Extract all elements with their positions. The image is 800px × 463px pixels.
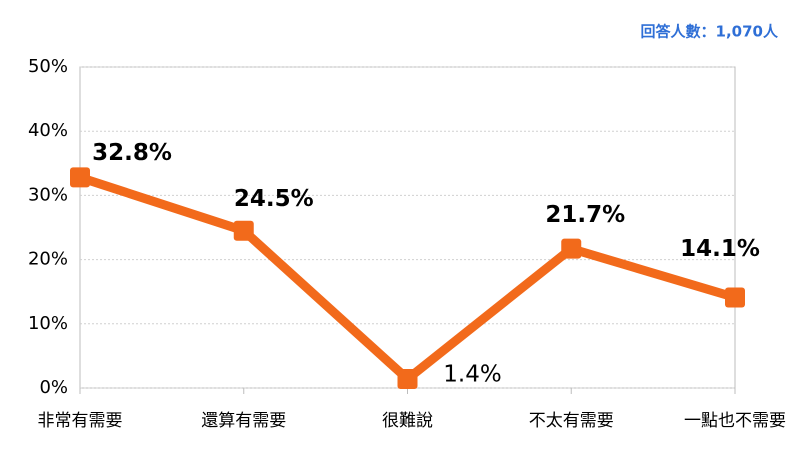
y-tick-label: 20% [28, 249, 68, 270]
x-tick-label: 一點也不需要 [684, 411, 786, 431]
marker [70, 167, 90, 188]
plot-frame [79, 66, 736, 389]
annotation: 回答人數：1,070人 [641, 23, 779, 41]
marker [725, 287, 745, 308]
marker [233, 220, 254, 241]
y-tick-label: 10% [28, 313, 68, 334]
value-label: 1.4% [443, 362, 501, 388]
marker [561, 238, 582, 259]
y-tick-label: 50% [28, 56, 68, 77]
y-tick-label: 0% [39, 377, 68, 398]
y-tick-label: 30% [28, 184, 68, 205]
line [78, 173, 737, 384]
x-tick-label: 很難說 [382, 411, 433, 431]
x-tick-label: 不太有需要 [529, 411, 614, 431]
value-label: 24.5% [234, 186, 314, 212]
value-label: 14.1% [680, 236, 760, 262]
x-tick-label: 非常有需要 [38, 411, 123, 431]
y-tick-label: 40% [28, 120, 68, 141]
value-label: 32.8% [92, 140, 172, 166]
marker [397, 369, 418, 390]
value-label: 21.7% [545, 202, 625, 228]
x-tick-label: 還算有需要 [201, 411, 286, 431]
